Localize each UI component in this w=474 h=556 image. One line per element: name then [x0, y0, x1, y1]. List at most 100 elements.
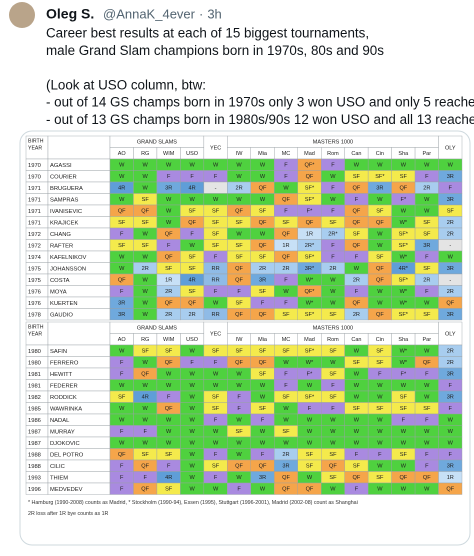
birth-year: 1980 [28, 360, 41, 366]
result: SF [282, 429, 290, 435]
result: SF [376, 255, 384, 261]
result: F [190, 174, 194, 180]
result: 2R [353, 312, 360, 318]
result: F [237, 406, 241, 412]
result: W [354, 418, 360, 424]
result: W* [400, 360, 408, 366]
result: W [377, 289, 383, 295]
result: QF [399, 186, 407, 192]
result: W [166, 418, 172, 424]
result: QF [141, 464, 149, 470]
result: 2R [447, 349, 454, 355]
result: QF [235, 464, 243, 470]
result: W [213, 429, 219, 435]
result: 3R [447, 197, 454, 203]
player-name: RODDICK [50, 395, 77, 401]
result: W [377, 418, 383, 424]
result: F [214, 174, 218, 180]
result: W [377, 383, 383, 389]
avatar[interactable] [9, 2, 35, 28]
result: F [237, 487, 241, 493]
result: 3R [447, 372, 454, 378]
result: W [283, 406, 289, 412]
result: W [448, 255, 454, 261]
result: W [189, 441, 195, 447]
player-name: SAMPRAS [50, 197, 78, 203]
result-cell [438, 482, 463, 495]
result: W [377, 232, 383, 238]
column-label: WIM [163, 151, 175, 157]
result: QF [399, 475, 407, 481]
birth-year: 1975 [28, 266, 41, 272]
result: SF [212, 395, 220, 401]
result: QF [259, 360, 267, 366]
result: QF [259, 243, 267, 249]
result: F [284, 163, 288, 169]
result: QF [376, 312, 384, 318]
result: W* [400, 289, 408, 295]
column-label: RG [141, 337, 149, 343]
result: W [236, 372, 242, 378]
result: F [214, 418, 218, 424]
result: SF* [305, 349, 315, 355]
result: F [284, 174, 288, 180]
result: QF [235, 312, 243, 318]
column-label: USO [186, 337, 199, 343]
result: W [166, 441, 172, 447]
result: 2R* [328, 232, 338, 238]
result: W [424, 395, 430, 401]
result: W [448, 441, 454, 447]
result: W [424, 349, 430, 355]
author-handle[interactable]: @AnnaK_4ever [103, 6, 196, 21]
result: W* [306, 301, 314, 307]
result: F [214, 289, 218, 295]
result: QF [353, 186, 361, 192]
result: F [214, 452, 218, 458]
result: F [120, 475, 124, 481]
result: W [213, 441, 219, 447]
result: QF [306, 174, 314, 180]
result: W [166, 209, 172, 215]
column-label: Par [423, 151, 432, 157]
result: W [448, 418, 454, 424]
result: W [236, 383, 242, 389]
result: SF [118, 243, 126, 249]
result: 2R [329, 266, 336, 272]
result: W [143, 186, 149, 192]
result: 2R [423, 186, 430, 192]
result: F [143, 429, 147, 435]
result: F [449, 383, 453, 389]
result: W [189, 383, 195, 389]
result: QF [306, 487, 314, 493]
result: W [307, 475, 313, 481]
author-name[interactable]: Oleg S. [46, 6, 94, 22]
result: W [236, 197, 242, 203]
result: F [355, 487, 359, 493]
result: SF [212, 232, 220, 238]
result: QF [235, 360, 243, 366]
player-name: RAFTER [50, 243, 73, 249]
result: QF* [304, 289, 315, 295]
result: W [189, 406, 195, 412]
result: W [143, 383, 149, 389]
result: SF [259, 289, 267, 295]
result: W [260, 383, 266, 389]
result: F [449, 452, 453, 458]
result: W [260, 163, 266, 169]
result: W [424, 197, 430, 203]
result: F [284, 301, 288, 307]
result: SF [400, 395, 408, 401]
result: W [143, 312, 149, 318]
player-name: MURRAY [50, 429, 75, 435]
result: W [283, 186, 289, 192]
result: F* [401, 197, 407, 203]
result: 1R [282, 243, 289, 249]
result: F [190, 232, 194, 238]
player-name: THIEM [50, 475, 68, 481]
result: QF [165, 255, 173, 261]
result: QF [165, 360, 173, 366]
result: F [425, 255, 429, 261]
result: W [260, 487, 266, 493]
group-label: MASTERS 1000 [313, 326, 353, 332]
result: W [377, 487, 383, 493]
